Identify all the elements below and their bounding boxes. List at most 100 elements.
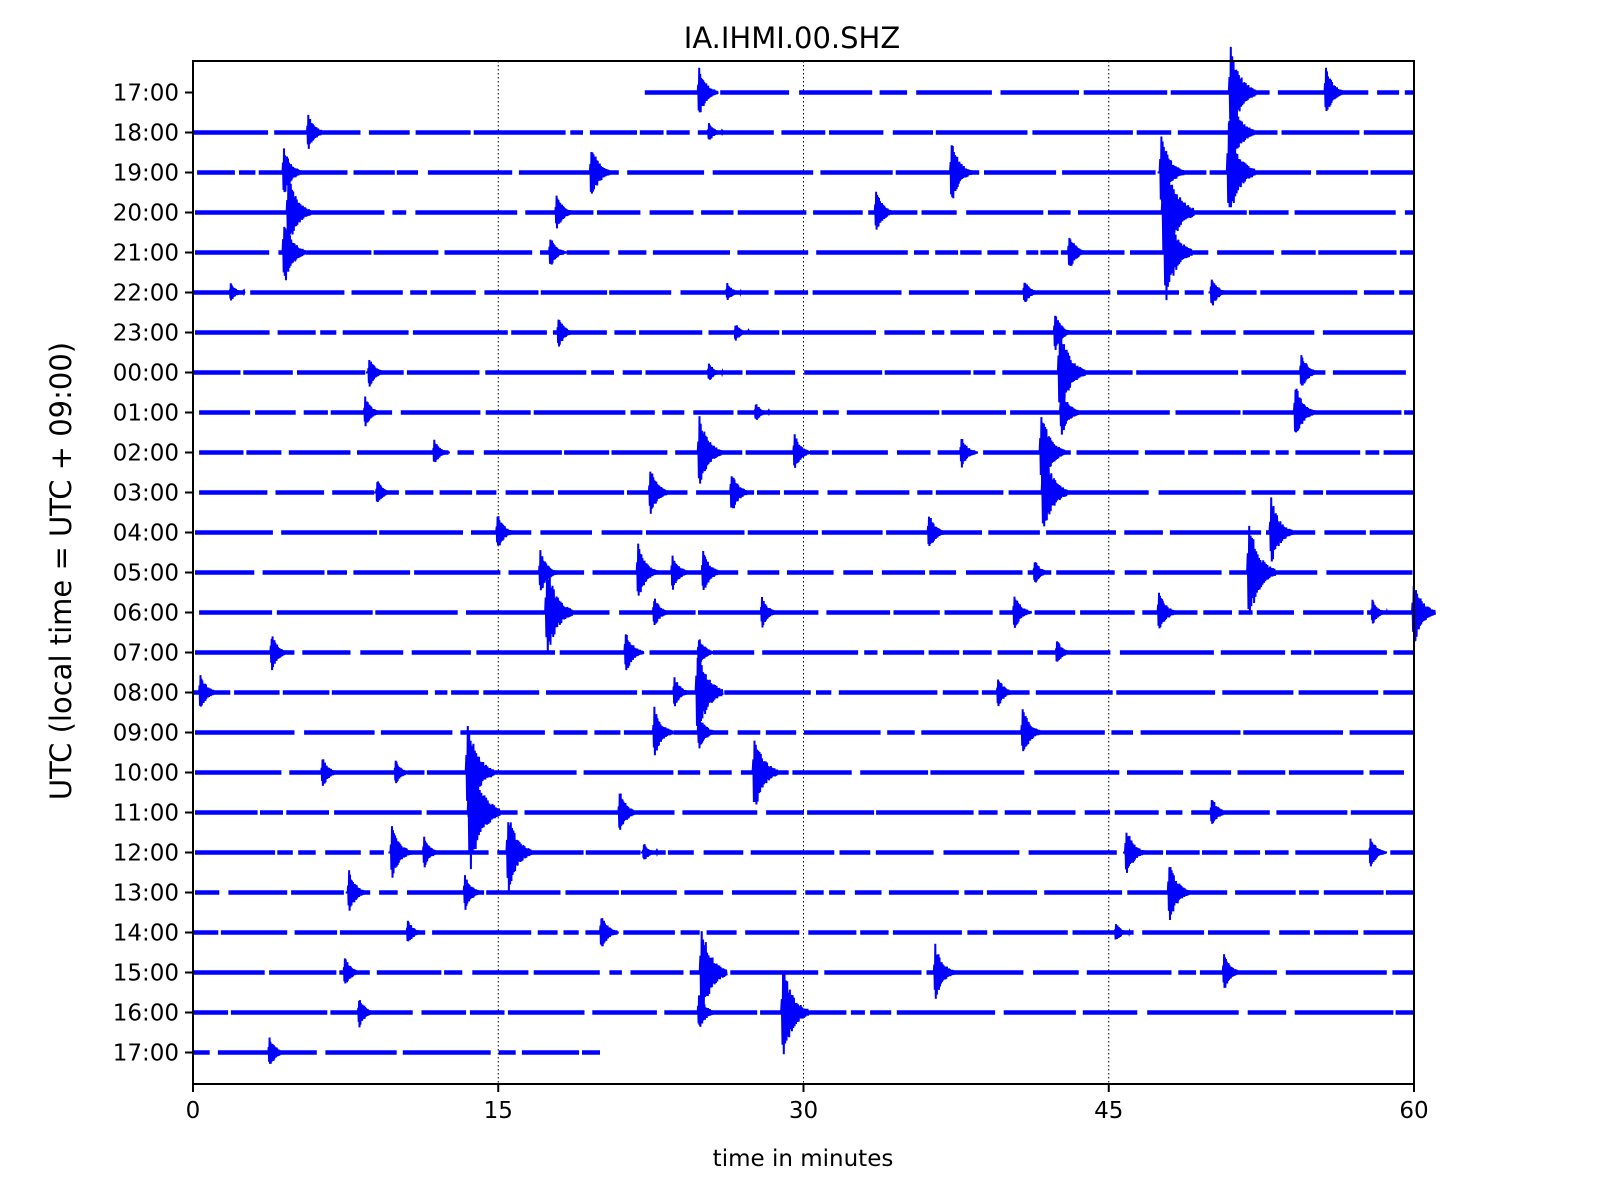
seismic-event <box>948 145 973 199</box>
seismic-event <box>587 151 612 194</box>
seismic-event <box>361 396 382 427</box>
trace-row <box>195 822 1414 892</box>
seismic-event <box>699 550 722 591</box>
y-tick-label: 20:00 <box>113 201 179 227</box>
x-axis: 0 15 30 45 60 <box>186 1084 1429 1124</box>
seismic-event <box>1123 832 1146 873</box>
y-axis-label: UTC (local time = UTC + 09:00) <box>44 342 78 800</box>
seismic-event <box>1224 122 1256 208</box>
y-tick-label: 17:00 <box>113 81 179 107</box>
seismic-event <box>284 173 312 249</box>
trace-row <box>193 931 1414 1009</box>
seismic-event <box>536 550 559 591</box>
seismic-event <box>1291 388 1316 433</box>
x-tick-label: 60 <box>1399 1098 1428 1124</box>
trace-row <box>195 764 1414 870</box>
seismic-event <box>695 416 723 484</box>
seismic-event <box>1051 315 1073 351</box>
trace-row <box>195 525 1413 612</box>
trace-row <box>195 315 1414 351</box>
seismic-event <box>388 826 413 878</box>
y-tick-label: 00:00 <box>113 361 179 387</box>
seismic-event <box>1367 838 1388 867</box>
seismic-event <box>634 543 659 596</box>
seismic-event <box>779 970 810 1055</box>
y-tick-label: 02:00 <box>113 441 179 467</box>
seismic-event <box>695 67 719 113</box>
seismic-event <box>319 759 340 786</box>
seismic-event <box>1021 282 1041 303</box>
y-tick-label: 05:00 <box>113 561 179 587</box>
seismic-event <box>640 844 659 860</box>
seismic-event <box>494 516 516 546</box>
y-tick-label: 19:00 <box>113 161 179 187</box>
seismic-event <box>1053 641 1073 662</box>
trace-row <box>199 388 1414 435</box>
trace-row <box>195 706 1414 756</box>
seismic-event <box>646 471 670 514</box>
seismic-event <box>197 675 219 707</box>
seismic-event <box>543 567 574 653</box>
x-tick-label: 0 <box>186 1098 201 1124</box>
seismic-event <box>669 555 691 590</box>
seismic-event <box>650 598 671 626</box>
y-tick-label: 11:00 <box>113 801 179 827</box>
seismic-event <box>1208 799 1229 824</box>
seismic-event <box>304 114 326 149</box>
seismic-event <box>266 1037 287 1064</box>
seismic-event <box>872 191 895 230</box>
trace-row <box>193 656 1414 729</box>
seismic-event <box>555 319 576 347</box>
y-tick-label: 17:00 <box>113 1041 179 1067</box>
seismic-event <box>1298 355 1319 386</box>
seismic-event <box>1369 599 1389 624</box>
x-axis-label: time in minutes <box>713 1146 894 1172</box>
y-tick-label: 22:00 <box>113 281 179 307</box>
y-tick-label: 12:00 <box>113 841 179 867</box>
seismic-event <box>650 706 674 756</box>
seismic-event <box>1057 389 1081 435</box>
seismic-event <box>958 438 979 468</box>
seismic-event <box>616 793 639 830</box>
seismic-event <box>732 325 751 341</box>
trace-row <box>193 918 1414 947</box>
seismic-event <box>341 958 362 984</box>
trace-row <box>193 332 1406 412</box>
seismic-event <box>1165 866 1191 921</box>
chart-title: IA.IHMI.00.SHZ <box>684 21 900 55</box>
seismic-event <box>392 760 412 784</box>
y-axis: 17:00 18:00 19:00 20:00 21:00 22:00 23:00 00:00… <box>113 81 193 1067</box>
trace-row <box>193 95 1414 171</box>
seismic-event <box>1019 709 1043 752</box>
seismic-event <box>705 363 724 380</box>
y-tick-label: 10:00 <box>113 761 179 787</box>
seismic-event <box>1039 448 1069 527</box>
x-tick-label: 30 <box>789 1098 818 1124</box>
gridlines <box>497 61 1110 1084</box>
seismic-event <box>622 634 645 671</box>
seismic-event <box>553 195 575 229</box>
y-tick-label: 15:00 <box>113 961 179 987</box>
trace-row <box>195 207 1414 301</box>
y-tick-label: 08:00 <box>113 681 179 707</box>
seismic-event <box>504 822 533 892</box>
trace-row <box>199 448 1414 527</box>
trace-row <box>199 567 1436 653</box>
seismic-event <box>1161 207 1193 301</box>
seismic-event <box>1322 67 1346 112</box>
seismic-event <box>355 1000 376 1028</box>
seismic-event <box>374 481 394 503</box>
seismic-event <box>728 476 751 509</box>
y-tick-label: 18:00 <box>113 121 179 147</box>
trace-row <box>195 153 1414 257</box>
seismic-event <box>750 740 779 805</box>
seismic-event <box>791 434 813 468</box>
seismic-event <box>431 439 451 463</box>
seismic-event <box>994 679 1015 707</box>
seismic-event <box>1112 924 1131 940</box>
trace-row <box>199 416 1414 488</box>
seismic-event <box>1031 562 1051 583</box>
trace-row <box>197 122 1414 208</box>
